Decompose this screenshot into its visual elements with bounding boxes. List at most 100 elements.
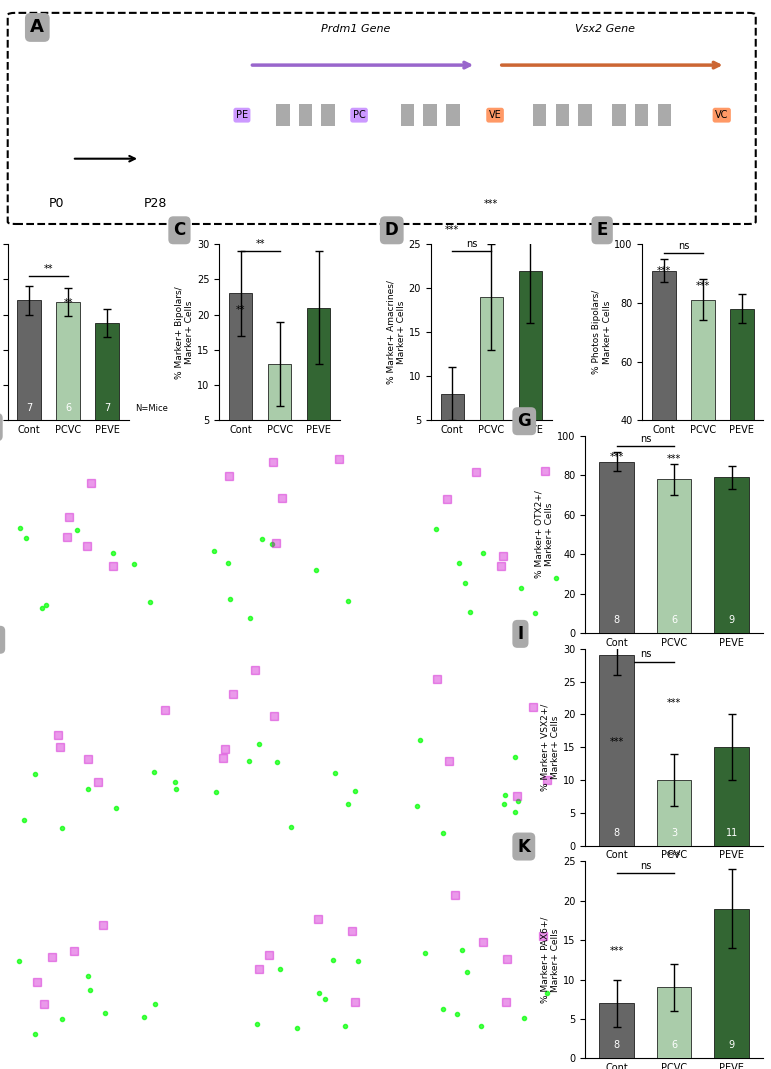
Text: P28 Control: P28 Control <box>69 441 125 452</box>
Text: ONL: ONL <box>403 912 421 921</box>
Text: ***: *** <box>667 698 682 708</box>
Y-axis label: % Marker+ Bipolars/
Marker+ Cells: % Marker+ Bipolars/ Marker+ Cells <box>175 285 194 378</box>
Text: 9: 9 <box>729 615 735 625</box>
Text: N=Mice: N=Mice <box>135 404 168 414</box>
Text: PE: PE <box>236 110 248 120</box>
Text: ***: *** <box>484 199 498 208</box>
Y-axis label: % Marker+ Amacrines/
Marker+ Cells: % Marker+ Amacrines/ Marker+ Cells <box>386 280 406 384</box>
Text: PC: PC <box>352 110 365 120</box>
Text: INL: INL <box>403 766 417 775</box>
Text: 6: 6 <box>671 615 677 625</box>
Text: ns: ns <box>640 649 651 659</box>
Bar <box>18 300 41 420</box>
Text: ONL: ONL <box>19 486 36 496</box>
FancyBboxPatch shape <box>578 105 592 126</box>
Text: P28 Control: P28 Control <box>69 867 125 878</box>
Text: P28 PEVE: P28 PEVE <box>459 441 505 452</box>
Text: VE: VE <box>489 110 501 120</box>
Text: INL: INL <box>210 554 224 562</box>
Text: 6: 6 <box>65 403 71 414</box>
Text: P0: P0 <box>49 197 65 210</box>
Text: ONL: ONL <box>19 699 36 709</box>
Text: ONL: ONL <box>403 699 421 709</box>
Text: ONL: ONL <box>210 912 228 921</box>
Text: **: ** <box>236 305 245 314</box>
Text: ns: ns <box>640 434 651 444</box>
FancyBboxPatch shape <box>612 105 626 126</box>
Bar <box>480 297 503 464</box>
Text: 8: 8 <box>614 827 620 838</box>
Text: 9: 9 <box>729 1040 735 1051</box>
Text: ***: *** <box>610 946 624 956</box>
Bar <box>440 393 464 464</box>
Bar <box>600 462 634 633</box>
FancyBboxPatch shape <box>446 105 460 126</box>
Text: INL: INL <box>19 766 32 775</box>
Text: INL: INL <box>210 979 224 988</box>
Bar <box>652 270 675 538</box>
Y-axis label: % Photos Bipolars/
Marker+ Cells: % Photos Bipolars/ Marker+ Cells <box>592 290 611 374</box>
Text: INL: INL <box>210 766 224 775</box>
Text: P28 PCVC: P28 PCVC <box>265 654 313 665</box>
FancyBboxPatch shape <box>276 105 290 126</box>
Bar <box>715 478 749 633</box>
Text: ONL: ONL <box>403 486 421 496</box>
Y-axis label: % Marker+ VSX2+/
Marker+ Cells: % Marker+ VSX2+/ Marker+ Cells <box>540 703 560 791</box>
Bar <box>657 988 692 1058</box>
Y-axis label: % Marker+ PAX6+/
Marker+ Cells: % Marker+ PAX6+/ Marker+ Cells <box>540 916 560 1003</box>
Text: ns: ns <box>466 239 477 249</box>
Text: ONL: ONL <box>19 912 36 921</box>
Text: Vsx2 Gene: Vsx2 Gene <box>574 25 635 34</box>
Bar <box>691 300 715 538</box>
Text: 11: 11 <box>726 827 738 838</box>
Bar <box>519 270 542 464</box>
FancyBboxPatch shape <box>533 105 547 126</box>
FancyBboxPatch shape <box>555 105 569 126</box>
Bar <box>96 324 119 420</box>
Text: E: E <box>597 221 608 239</box>
Text: INL: INL <box>19 554 32 562</box>
Text: 8: 8 <box>614 1040 620 1051</box>
Bar <box>268 363 291 455</box>
Bar <box>229 293 252 455</box>
Text: **: ** <box>255 239 265 249</box>
Text: INL: INL <box>403 979 417 988</box>
Bar <box>715 747 749 846</box>
Text: ***: *** <box>667 453 682 464</box>
Text: P28 PCVC: P28 PCVC <box>265 441 313 452</box>
Text: D: D <box>385 221 399 239</box>
FancyBboxPatch shape <box>423 105 437 126</box>
FancyBboxPatch shape <box>322 105 335 126</box>
Bar <box>600 655 634 846</box>
Y-axis label: % Marker+ OTX2+/
Marker+ Cells: % Marker+ OTX2+/ Marker+ Cells <box>535 491 554 578</box>
Bar <box>307 308 331 455</box>
FancyBboxPatch shape <box>298 105 312 126</box>
Text: 6: 6 <box>671 1040 677 1051</box>
Text: P28 Control: P28 Control <box>69 654 125 665</box>
FancyBboxPatch shape <box>658 105 671 126</box>
Text: P28 PEVE: P28 PEVE <box>459 654 505 665</box>
Text: ns: ns <box>678 242 689 251</box>
Text: 7: 7 <box>26 403 32 414</box>
Text: ***: *** <box>657 266 671 277</box>
Text: 8: 8 <box>614 615 620 625</box>
Text: **: ** <box>63 297 73 308</box>
FancyBboxPatch shape <box>401 105 414 126</box>
Bar <box>600 1003 634 1058</box>
Text: ***: *** <box>695 281 710 291</box>
Bar <box>657 479 692 633</box>
Text: P28 PEVE: P28 PEVE <box>459 867 505 878</box>
Text: INL: INL <box>19 979 32 988</box>
Text: ***: *** <box>667 851 682 862</box>
Bar <box>56 303 80 420</box>
Text: INL: INL <box>403 554 417 562</box>
Text: I: I <box>517 625 524 642</box>
Text: ONL: ONL <box>210 486 228 496</box>
Text: VC: VC <box>715 110 729 120</box>
Text: P28 PCVC: P28 PCVC <box>265 867 313 878</box>
Text: ***: *** <box>610 451 624 462</box>
Text: ***: *** <box>445 226 460 235</box>
Bar <box>730 309 753 538</box>
Text: G: G <box>517 413 531 430</box>
Text: ns: ns <box>640 861 651 871</box>
